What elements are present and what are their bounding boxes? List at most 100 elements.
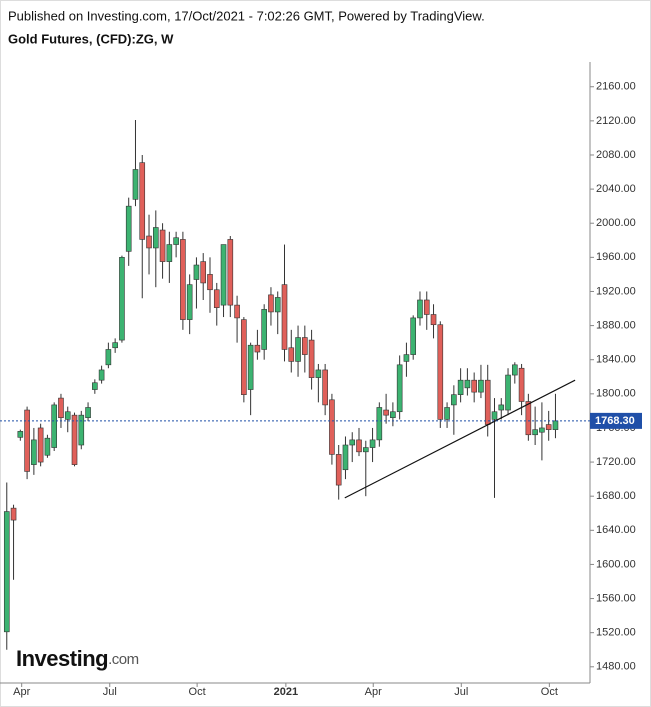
x-tick-label: Apr (13, 686, 30, 698)
candle-body (552, 420, 559, 430)
y-tick-label: 1560.00 (596, 592, 636, 604)
candle-body (532, 429, 538, 436)
y-tick-label: 1800.00 (596, 388, 636, 400)
candle-body (159, 229, 166, 262)
candle-body (471, 379, 477, 393)
x-tick-label: Jul (103, 686, 117, 698)
y-tick-label: 2120.00 (596, 115, 636, 127)
trendline (344, 379, 576, 499)
last-price-label: 1768.30 (595, 415, 635, 427)
candle-body (525, 401, 532, 436)
y-tick-label: 1480.00 (596, 661, 636, 673)
candle-body (24, 409, 30, 472)
candle-body (92, 382, 98, 390)
candle-body (31, 439, 37, 465)
candle-body (98, 369, 105, 381)
candle-body (464, 379, 471, 389)
candle-body (437, 324, 444, 420)
candle-body (234, 304, 240, 319)
logo-suffix: .com (108, 651, 139, 668)
candle-body (261, 309, 267, 350)
candle-body (302, 337, 308, 355)
candle-body (410, 317, 417, 355)
candle-body (484, 379, 491, 425)
candle-body (518, 367, 525, 402)
candle-body (451, 394, 457, 406)
candle-body (498, 404, 505, 411)
candle-body (457, 379, 464, 395)
logo: Investing.com (16, 646, 139, 671)
candle-body (478, 379, 484, 393)
candle-body (44, 437, 51, 456)
y-tick-label: 2080.00 (596, 149, 636, 161)
y-tick-label: 1720.00 (596, 456, 636, 468)
candle-body (369, 439, 376, 448)
candle-body (119, 257, 125, 341)
candle-body (139, 162, 146, 240)
logo-name: Investing (16, 646, 108, 671)
candle-body (491, 411, 498, 420)
x-tick-label: 2021 (274, 686, 298, 698)
y-tick-label: 1880.00 (596, 319, 636, 331)
x-tick-label: Oct (189, 686, 206, 698)
y-tick-label: 1920.00 (596, 285, 636, 297)
candle-body (430, 314, 437, 326)
header: Published on Investing.com, 17/Oct/2021 … (8, 8, 485, 23)
candle-body (193, 264, 200, 280)
y-tick-label: 1840.00 (596, 354, 636, 366)
candle-body (78, 414, 85, 446)
candle-body (112, 342, 118, 349)
candle-body (37, 427, 44, 463)
candle-body (10, 507, 17, 521)
x-tick-label: Jul (454, 686, 468, 698)
candle-body (329, 399, 335, 455)
candle-body (51, 404, 57, 448)
y-tick-label: 1640.00 (596, 524, 636, 536)
y-tick-label: 2160.00 (596, 81, 636, 93)
y-tick-label: 1600.00 (596, 558, 636, 570)
candle-body (254, 344, 261, 353)
candle-body (281, 284, 288, 350)
candle-body (349, 439, 356, 446)
candle-body (417, 299, 423, 319)
candle-body (180, 239, 186, 320)
candle-body (335, 454, 342, 486)
last-price-box (590, 412, 642, 429)
candle-body (288, 347, 295, 362)
candle-body (247, 344, 254, 390)
candle-body (200, 261, 207, 284)
candle-body (356, 439, 362, 453)
candle-body (207, 274, 213, 291)
candle-body (241, 319, 247, 395)
candle-body (403, 354, 410, 362)
candle-body (186, 284, 193, 320)
candle-body (58, 397, 64, 419)
candle-body (85, 407, 91, 419)
candle-body (444, 407, 450, 420)
x-tick-label: Oct (541, 686, 558, 698)
candle-body (308, 339, 315, 378)
candle-body (132, 169, 139, 200)
candle-body (213, 289, 220, 308)
candle-body (342, 444, 349, 471)
candle-body (105, 349, 112, 366)
y-tick-label: 1680.00 (596, 490, 636, 502)
chart-title: Gold Futures, (CFD):ZG, W (8, 31, 174, 46)
candle-body (17, 431, 24, 438)
y-tick-label: 1960.00 (596, 251, 636, 263)
candle-body (390, 411, 396, 419)
candle-body (166, 244, 173, 262)
candle-body (295, 337, 301, 362)
candle-body (315, 369, 322, 378)
candle-body (125, 205, 132, 252)
candle-body (71, 414, 78, 465)
candle-body (545, 424, 552, 430)
x-tick-label: Apr (365, 686, 382, 698)
candle-body (396, 364, 403, 413)
candle-body (512, 364, 518, 376)
candle-body (64, 411, 71, 420)
candle-body (274, 297, 281, 313)
